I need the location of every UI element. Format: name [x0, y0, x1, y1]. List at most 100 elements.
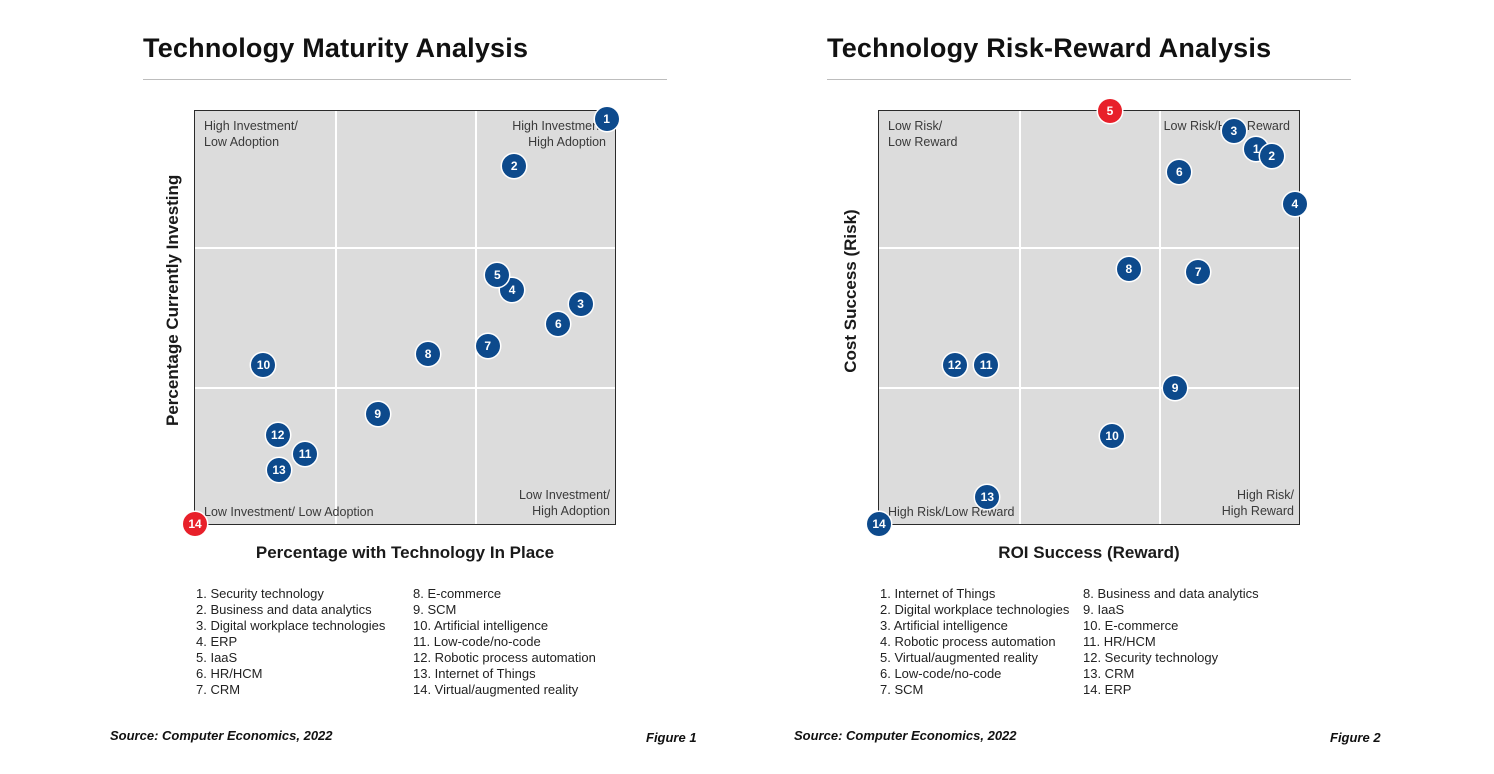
- legend-item: 2. Digital workplace technologies: [880, 602, 1070, 617]
- legend-item: 6. Low-code/no-code: [880, 666, 1002, 681]
- source-note: Source: Computer Economics, 2022: [110, 728, 333, 743]
- legend-item: 13. Internet of Things: [413, 666, 536, 681]
- legend-column: 8. E-commerce 9. SCM 10. Artificial intell…: [413, 586, 596, 698]
- plot-area: Low Risk/ Low Reward Low Risk/High Rewar…: [867, 99, 1307, 536]
- data-point-11: 11: [974, 352, 999, 377]
- data-point-9: 9: [365, 402, 390, 427]
- plot-area: High Investment/ Low Adoption High Inves…: [183, 107, 619, 536]
- data-point-3: 3: [568, 292, 593, 317]
- y-axis-label: Cost Success (Risk): [841, 209, 860, 373]
- data-point-12: 12: [265, 422, 290, 447]
- y-axis-label: Percentage Currently Investing: [163, 174, 182, 426]
- quadrant-label-bottom-left: Low Investment/ Low Adoption: [204, 504, 374, 520]
- chart-title: Technology Maturity Analysis: [143, 33, 529, 63]
- grid-line: [195, 247, 615, 249]
- legend-item: 8. E-commerce: [413, 586, 502, 601]
- quadrant-line: Low Investment/ Low Adoption: [204, 505, 374, 519]
- legend-item: 6. HR/HCM: [196, 666, 263, 681]
- legend-item: 2. Business and data analytics: [196, 602, 372, 617]
- data-point-1: 1: [594, 107, 619, 132]
- title-divider: [143, 79, 667, 80]
- grid-line: [879, 247, 1299, 249]
- legend-column: 8. Business and data analytics 9. IaaS 10.…: [1083, 586, 1259, 698]
- data-point-8: 8: [1116, 257, 1141, 282]
- quadrant-line: High Investment/: [512, 119, 606, 133]
- legend-column: 1. Internet of Things 2. Digital workplac…: [880, 586, 1069, 698]
- data-point-4: 4: [1282, 191, 1307, 216]
- legend-column: 1. Security technology 2. Business and da…: [196, 586, 385, 698]
- legend-item: 9. IaaS: [1083, 602, 1125, 617]
- legend-item: 10. Artificial intelligence: [413, 618, 549, 633]
- legend-item: 4. Robotic process automation: [880, 634, 1056, 649]
- data-point-9: 9: [1163, 375, 1188, 400]
- legend-item: 7. SCM: [880, 682, 924, 697]
- quadrant-line: High Reward: [1221, 504, 1294, 518]
- legend-item: 1. Security technology: [196, 586, 324, 601]
- legend-item: 13. CRM: [1083, 666, 1135, 681]
- grid-line: [879, 387, 1299, 389]
- data-point-14: 14: [867, 512, 891, 536]
- data-point-7: 7: [475, 333, 500, 358]
- legend-item: 8. Business and data analytics: [1083, 586, 1259, 601]
- legend-item: 7. CRM: [196, 682, 241, 697]
- data-point-13: 13: [975, 485, 1000, 510]
- data-point-7: 7: [1186, 260, 1211, 285]
- data-point-10: 10: [251, 352, 276, 377]
- quadrant-line: Low Investment/: [518, 488, 610, 502]
- grid-line: [195, 387, 615, 389]
- figure-label: Figure 2: [1330, 730, 1381, 745]
- quadrant-line: Low Reward: [888, 135, 958, 149]
- chart-title: Technology Risk-Reward Analysis: [827, 33, 1272, 63]
- grid-line: [335, 111, 337, 524]
- risk-reward-panel: Technology Risk-Reward Analysis Cost Suc…: [684, 0, 1404, 774]
- x-axis-label: ROI Success (Reward): [998, 543, 1180, 562]
- legend-item: 4. ERP: [196, 634, 238, 649]
- data-point-5: 5: [485, 262, 510, 287]
- legend-item: 11. HR/HCM: [1083, 634, 1156, 649]
- quadrant-label-top-left: Low Risk/ Low Reward: [888, 118, 957, 150]
- grid-line: [475, 111, 477, 524]
- data-point-10: 10: [1100, 424, 1125, 449]
- legend-item: 11. Low-code/no-code: [413, 634, 541, 649]
- data-point-6: 6: [1167, 160, 1192, 185]
- data-point-2: 2: [1259, 144, 1284, 169]
- quadrant-line: High Investment/: [204, 119, 298, 133]
- data-point-13: 13: [267, 458, 291, 483]
- data-point-3: 3: [1221, 119, 1246, 144]
- data-point-12: 12: [942, 352, 967, 377]
- legend-item: 10. E-commerce: [1083, 618, 1179, 633]
- x-axis-label: Percentage with Technology In Place: [255, 543, 555, 562]
- legend-item: 5. Virtual/augmented reality: [880, 650, 1039, 665]
- quadrant-line: High Adoption: [528, 135, 606, 149]
- legend-item: 9. SCM: [413, 602, 457, 617]
- quadrant-label-bottom-left: High Risk/Low Reward: [888, 504, 1014, 520]
- data-point-11: 11: [293, 441, 318, 466]
- title-divider: [827, 79, 1351, 80]
- quadrant-line: Low Risk/: [888, 119, 943, 133]
- legend-item: 14. Virtual/augmented reality: [413, 682, 579, 697]
- legend-item: 5. IaaS: [196, 650, 238, 665]
- grid-line: [1019, 111, 1021, 524]
- data-point-5: 5: [1098, 99, 1122, 123]
- legend-item: 3. Digital workplace technologies: [196, 618, 386, 633]
- legend-item: 12. Security technology: [1083, 650, 1219, 665]
- legend-item: 1. Internet of Things: [880, 586, 996, 601]
- quadrant-line: High Adoption: [532, 504, 610, 518]
- legend-item: 3. Artificial intelligence: [880, 618, 1008, 633]
- figure-label: Figure 1: [646, 730, 697, 745]
- legend-item: 12. Robotic process automation: [413, 650, 596, 665]
- quadrant-line: High Risk/: [1237, 488, 1294, 502]
- quadrant-label-top-right: High Investment/ High Adoption: [512, 118, 606, 150]
- maturity-panel: Technology Maturity Analysis Percentage …: [0, 0, 720, 774]
- legend-item: 14. ERP: [1083, 682, 1132, 697]
- data-point-8: 8: [416, 341, 441, 366]
- data-point-6: 6: [546, 312, 571, 337]
- quadrant-line: High Risk/Low Reward: [888, 505, 1015, 519]
- quadrant-label-bottom-right: Low Investment/ High Adoption: [519, 487, 610, 519]
- quadrant-label-top-left: High Investment/ Low Adoption: [204, 118, 298, 150]
- quadrant-line: Low Adoption: [204, 135, 280, 149]
- source-note: Source: Computer Economics, 2022: [794, 728, 1017, 743]
- data-point-14: 14: [183, 512, 207, 536]
- data-point-2: 2: [502, 154, 527, 179]
- grid-line: [1159, 111, 1161, 524]
